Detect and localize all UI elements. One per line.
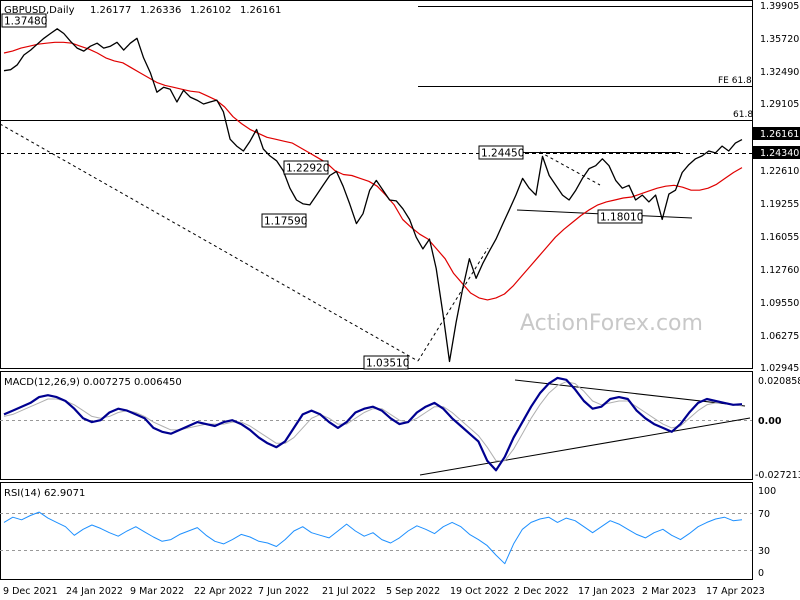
current-price-label: 1.26161 <box>760 129 799 140</box>
swing-label-text: 1.17590 <box>264 216 307 228</box>
swing-label-text: 1.18010 <box>600 212 643 224</box>
watermark: ActionForex.com <box>520 311 703 336</box>
price-y-axis: 1.39905 1.35720 1.32490 1.29105 1.22610 … <box>760 1 799 374</box>
y-tick-label: 100 <box>758 486 776 497</box>
x-axis: 9 Dec 2021 24 Jan 2022 9 Mar 2022 22 Apr… <box>3 586 765 597</box>
x-tick-label: 9 Dec 2021 <box>3 586 58 597</box>
price-series-group <box>3 28 743 363</box>
y-tick-label: 1.29105 <box>760 99 799 110</box>
y-tick-label: 1.32490 <box>760 67 799 78</box>
swing-label-1-03510: 1.03510 <box>363 355 409 370</box>
x-tick-label: 17 Apr 2023 <box>706 586 765 597</box>
swing-label-text: 1.24450 <box>481 148 524 160</box>
swing-label-1-22920: 1.22920 <box>283 160 329 175</box>
ohlc-low: 1.26102 <box>190 5 231 16</box>
x-tick-label: 9 Mar 2022 <box>130 586 184 597</box>
current-price-tag: 1.26161 <box>753 127 800 140</box>
y-tick-label: 0 <box>758 568 764 579</box>
macd-title: MACD(12,26,9) 0.007275 0.006450 <box>4 377 182 388</box>
y-tick-label: 1.02945 <box>760 363 799 374</box>
rsi-line <box>3 511 743 565</box>
x-tick-label: 5 Sep 2022 <box>386 586 440 597</box>
y-tick-label: 1.16055 <box>760 232 799 243</box>
macd-line <box>3 376 743 472</box>
macd-rising-trendline <box>419 417 751 476</box>
price-line <box>3 28 743 363</box>
y-tick-label: -0.027213 <box>755 470 800 481</box>
rsi-pane <box>0 482 753 580</box>
macd-y-axis: 0.020858 0.00 -0.027213 <box>755 376 800 481</box>
x-tick-label: 2 Dec 2022 <box>514 586 569 597</box>
x-tick-label: 21 Jul 2022 <box>322 586 376 597</box>
x-tick-label: 22 Apr 2022 <box>194 586 253 597</box>
x-tick-label: 2 Mar 2023 <box>642 586 696 597</box>
x-tick-label: 24 Jan 2022 <box>66 586 123 597</box>
y-tick-label: 1.12760 <box>760 265 799 276</box>
price-pane <box>0 0 753 369</box>
macd-falling-trendline <box>514 379 746 407</box>
rsi-y-axis: 100 70 30 0 <box>758 486 776 579</box>
y-tick-label: 1.19255 <box>760 199 799 210</box>
rising-trendline-dashed <box>417 247 489 362</box>
y-tick-label: 1.39905 <box>760 1 799 12</box>
swing-label-1-24450: 1.24450 <box>478 145 524 160</box>
y-tick-label: 30 <box>758 546 770 557</box>
swing-label-1-37480: 1.37480 <box>1 13 47 28</box>
swing-label-text: 1.03510 <box>366 358 409 370</box>
y-tick-label: 1.06275 <box>760 331 799 342</box>
y-tick-label: 0.020858 <box>758 376 800 387</box>
rsi-annotations <box>0 513 752 551</box>
macd-pane <box>0 371 753 480</box>
y-tick-label: 1.22610 <box>760 166 799 177</box>
y-tick-label: 1.09550 <box>760 298 799 309</box>
fib-label-fe-61-8: FE 61.8 <box>718 76 752 86</box>
macd-series-group <box>3 376 743 472</box>
swing-label-1-17590: 1.17590 <box>261 213 307 228</box>
diagonal-trendline-dashed <box>0 123 419 362</box>
x-tick-label: 19 Oct 2022 <box>450 586 509 597</box>
ohlc-open: 1.26177 <box>90 5 131 16</box>
x-tick-label: 17 Jan 2023 <box>578 586 635 597</box>
level-price-label: 1.24340 <box>760 148 799 159</box>
level-price-tag: 1.24340 <box>753 146 800 159</box>
rsi-title: RSI(14) 62.9071 <box>4 488 85 499</box>
moving-average-line <box>3 41 743 301</box>
macd-annotations <box>0 379 752 476</box>
chart-title: GBPUSD,Daily <box>4 5 75 16</box>
ohlc-close: 1.26161 <box>240 5 281 16</box>
ohlc-high: 1.26336 <box>140 5 181 16</box>
swing-label-text: 1.37480 <box>4 16 47 28</box>
x-tick-label: 7 Jun 2022 <box>258 586 309 597</box>
swing-label-text: 1.22920 <box>286 163 329 175</box>
rsi-series-group <box>3 511 743 565</box>
y-tick-label: 70 <box>758 509 770 520</box>
fib-label-61-8: 61.8 <box>733 110 753 120</box>
swing-label-1-18010: 1.18010 <box>597 209 643 224</box>
y-tick-label: 0.00 <box>758 416 782 427</box>
y-tick-label: 1.35720 <box>760 34 799 45</box>
price-annotations <box>0 6 752 362</box>
